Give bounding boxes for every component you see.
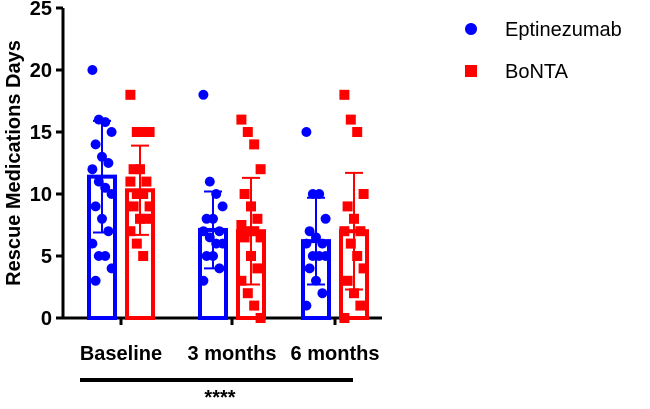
data-point (352, 127, 363, 137)
data-point (90, 275, 101, 286)
data-point (106, 263, 117, 274)
data-point (239, 232, 250, 243)
data-point (236, 114, 247, 125)
data-point (252, 263, 263, 274)
y-tick-label: 0 (41, 308, 52, 330)
data-point (131, 238, 142, 249)
data-points (87, 65, 369, 323)
data-point (138, 251, 149, 261)
data-point (236, 220, 247, 230)
axes: 0 5 10 15 20 25 Baseline 3 months 6 months (30, 0, 382, 365)
data-point (242, 127, 253, 137)
data-point (90, 201, 101, 212)
data-point (141, 213, 152, 224)
data-point (352, 251, 363, 261)
data-point (106, 189, 117, 199)
data-point (355, 300, 366, 311)
legend-label: BoNTA (505, 61, 569, 83)
data-point (103, 158, 114, 168)
data-point (255, 313, 266, 323)
data-point (249, 139, 260, 150)
data-point (144, 201, 155, 212)
data-point (90, 139, 101, 150)
legend-marker (465, 65, 477, 77)
data-point (131, 189, 142, 199)
significance-label: **** (204, 387, 235, 409)
data-point (342, 275, 353, 286)
y-axis-title: Rescue Medications Days (3, 40, 25, 286)
data-point (255, 232, 266, 243)
data-point (214, 226, 225, 237)
data-point (125, 176, 136, 187)
data-point (317, 238, 328, 249)
y-tick-label: 20 (30, 60, 52, 82)
data-point (138, 189, 149, 199)
data-point (128, 201, 139, 212)
data-point (242, 288, 253, 299)
data-point (317, 288, 328, 299)
data-point (301, 238, 312, 249)
data-point (314, 189, 325, 199)
y-tick-label: 10 (30, 184, 52, 206)
data-point (304, 226, 315, 237)
legend-marker (465, 23, 477, 35)
data-point (236, 275, 247, 286)
data-point (358, 263, 369, 274)
data-point (141, 176, 152, 187)
data-point (345, 114, 356, 125)
data-point (103, 226, 114, 237)
data-point (87, 65, 98, 75)
data-point (255, 164, 266, 175)
data-point (342, 201, 353, 212)
data-point (355, 226, 366, 237)
data-point (249, 226, 260, 237)
data-point (339, 226, 350, 237)
data-point (320, 213, 331, 224)
data-point (198, 226, 209, 237)
data-point (198, 89, 209, 100)
data-point (125, 226, 136, 237)
data-point (100, 251, 111, 261)
data-point (301, 127, 312, 137)
data-point (204, 176, 215, 187)
data-point (339, 313, 350, 323)
error-bars (93, 119, 363, 291)
data-point (217, 238, 228, 249)
significance-marker: **** (80, 378, 353, 409)
x-tick-label: 3 months (188, 343, 277, 365)
legend: Eptinezumab BoNTA (465, 19, 622, 83)
data-point (339, 89, 350, 100)
y-tick-label: 25 (30, 0, 52, 20)
data-point (249, 300, 260, 311)
data-point (320, 251, 331, 261)
data-point (242, 226, 253, 237)
legend-label: Eptinezumab (505, 19, 622, 41)
data-point (144, 127, 155, 137)
data-point (128, 164, 139, 175)
data-point (138, 127, 149, 137)
data-point (125, 89, 136, 100)
y-tick-label: 5 (41, 246, 52, 268)
data-point (345, 238, 356, 249)
x-tick-label: 6 months (291, 343, 380, 365)
data-point (304, 263, 315, 274)
data-point (87, 164, 98, 175)
data-point (106, 127, 117, 137)
data-point (239, 189, 250, 199)
data-point (358, 189, 369, 199)
data-point (198, 275, 209, 286)
data-point (87, 238, 98, 249)
data-point (217, 201, 228, 212)
data-point (301, 300, 312, 311)
data-point (252, 213, 263, 224)
x-tick-label: Baseline (80, 343, 162, 365)
data-point (349, 288, 359, 299)
y-tick-label: 15 (30, 122, 52, 144)
data-point (131, 127, 142, 137)
